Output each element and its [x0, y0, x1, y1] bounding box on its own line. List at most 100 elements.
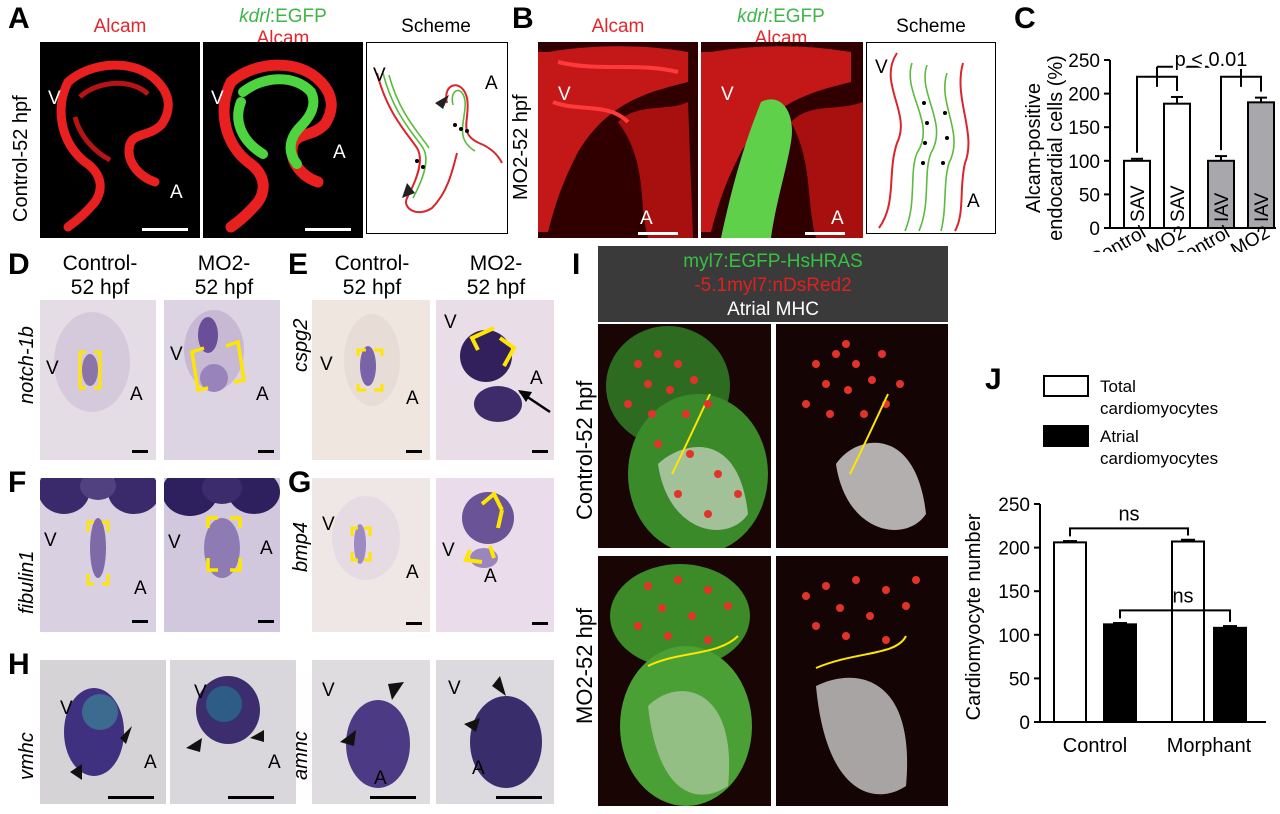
- scale-bar: [132, 450, 148, 453]
- title-b-scheme: Scheme: [896, 16, 966, 37]
- gene-label-notch1b: notch-1b: [16, 326, 38, 404]
- y-tick-label: 150: [1068, 118, 1100, 139]
- side-label-mo2-i: MO2-52 hpf: [572, 607, 597, 724]
- kdrl-gene-name-b: kdrl: [737, 6, 768, 27]
- panel-a-alcam-image: V A: [40, 42, 200, 238]
- ns-annotation: ns: [1118, 503, 1139, 525]
- panel-g-mo2-image: V A: [436, 478, 554, 632]
- scale-bar: [305, 228, 351, 231]
- panel-a-merge-image: V A: [203, 42, 363, 238]
- label-a: A: [333, 142, 346, 163]
- title-e-control: Control- 52 hpf: [312, 252, 432, 300]
- title-line: 52 hpf: [342, 276, 402, 299]
- label-a: A: [134, 578, 147, 599]
- panel-i-header: myl7:EGFP-HsHRAS -5.1myl7:nDsRed2 Atrial…: [598, 246, 948, 322]
- title-line: 52 hpf: [466, 276, 526, 299]
- y-tick-label: 50: [1009, 669, 1030, 690]
- label-a: A: [406, 388, 419, 409]
- gene-label-cspg2: cspg2: [290, 318, 312, 372]
- chart-j: Total cardiomyocytes Atrial cardiomyocytes 0…: [963, 375, 1266, 757]
- title-d-mo2: MO2- 52 hpf: [164, 252, 284, 300]
- scale-bar: [258, 620, 274, 623]
- y-tick-label: 0: [1089, 219, 1100, 240]
- y-tick-label: 250: [998, 495, 1030, 516]
- legend-label-atrial: cardiomyocytes: [1100, 449, 1218, 468]
- side-label-control-i: Control-52 hpf: [572, 380, 597, 520]
- panel-i-mo2-merge: [598, 556, 771, 806]
- scale-bar: [228, 796, 274, 799]
- panel-label-c: C: [1014, 2, 1036, 35]
- panel-label-d: D: [8, 248, 30, 281]
- y-tick-label: 200: [1068, 85, 1100, 106]
- label-v: V: [373, 65, 386, 86]
- scale-bar: [638, 232, 678, 235]
- panel-i-mo2-red-white: [776, 556, 948, 806]
- label-v: V: [320, 354, 333, 375]
- label-v: V: [48, 88, 61, 109]
- title-line: MO2-: [197, 252, 251, 275]
- label-a: A: [130, 384, 143, 405]
- bar-label: IAV: [1252, 192, 1273, 222]
- label-v: V: [875, 57, 888, 78]
- panel-label-a: A: [8, 2, 30, 35]
- gene-label-fibulin1: fibulin1: [16, 550, 38, 614]
- panel-b-alcam-image: V A: [538, 42, 698, 238]
- bar: [1213, 626, 1247, 724]
- panel-e-mo2-image: V A: [436, 300, 554, 460]
- chart-c: 0 50 100 150 200 250 Alcam-positive endocardial…: [1023, 46, 1276, 252]
- y-tick-label: 200: [998, 539, 1030, 560]
- label-a: A: [485, 73, 498, 94]
- panel-g-control-image: V A: [312, 478, 430, 632]
- panel-h-amhc-control-image: V A: [312, 660, 430, 804]
- panel-d-mo2-image: V A: [164, 300, 280, 460]
- label-a: A: [530, 368, 543, 389]
- y-axis-label: Alcam-positive: [1023, 83, 1045, 213]
- bar-label: SAV: [1128, 185, 1149, 222]
- label-v: V: [721, 84, 734, 105]
- bar-label: IAV: [1212, 192, 1233, 222]
- title-line: Control-: [62, 252, 138, 275]
- bar: [1053, 541, 1087, 723]
- title-a-scheme: Scheme: [401, 16, 471, 37]
- label-a: A: [967, 191, 980, 212]
- bar: [1171, 540, 1205, 723]
- legend-label-atrial: Atrial: [1100, 427, 1139, 446]
- kdrl-gene-name: kdrl: [239, 6, 270, 27]
- legend-label-total: Total: [1100, 377, 1136, 396]
- panel-i-control-merge: [598, 324, 771, 548]
- label-a: A: [484, 566, 497, 587]
- y-tick-label: 150: [998, 582, 1030, 603]
- x-tick-label: Control: [1063, 735, 1127, 757]
- panel-i-line2: -5.1myl7:nDsRed2: [694, 275, 852, 296]
- panel-e-control-image: V A: [312, 300, 430, 460]
- y-axis-label: endocardial cells (%): [1045, 55, 1067, 241]
- side-label-mo2-b: MO2-52 hpf: [510, 94, 532, 200]
- kdrl-suffix-b: :EGFP: [767, 6, 825, 27]
- p-value-annotation: p < 0.01: [1175, 49, 1248, 71]
- label-v: V: [322, 514, 335, 535]
- label-a: A: [256, 384, 269, 405]
- y-tick-label: 250: [1068, 51, 1100, 72]
- y-tick-label: 100: [1068, 152, 1100, 173]
- title-line: Control-: [334, 252, 410, 275]
- scale-bar: [406, 450, 422, 453]
- label-a: A: [144, 752, 157, 773]
- label-v: V: [44, 530, 57, 551]
- title-line: 52 hpf: [70, 276, 130, 299]
- bar-label: SAV: [1168, 185, 1189, 222]
- y-tick-label: 50: [1079, 185, 1100, 206]
- y-axis-label: Cardiomyocyte number: [963, 513, 985, 720]
- panel-i-control-red-white: [776, 324, 948, 548]
- scale-bar: [406, 622, 422, 625]
- scale-bar: [370, 796, 416, 799]
- label-a: A: [640, 208, 653, 229]
- bar: [1207, 159, 1235, 229]
- significance-bracket: [1119, 609, 1231, 622]
- ns-annotation: ns: [1172, 585, 1193, 607]
- side-label-control-a: Control-52 hpf: [10, 95, 32, 222]
- panel-label-i: I: [572, 248, 581, 281]
- label-a: A: [260, 538, 273, 559]
- legend-label-total: cardiomyocytes: [1100, 399, 1218, 418]
- label-a: A: [831, 208, 844, 229]
- scale-bar: [132, 620, 148, 623]
